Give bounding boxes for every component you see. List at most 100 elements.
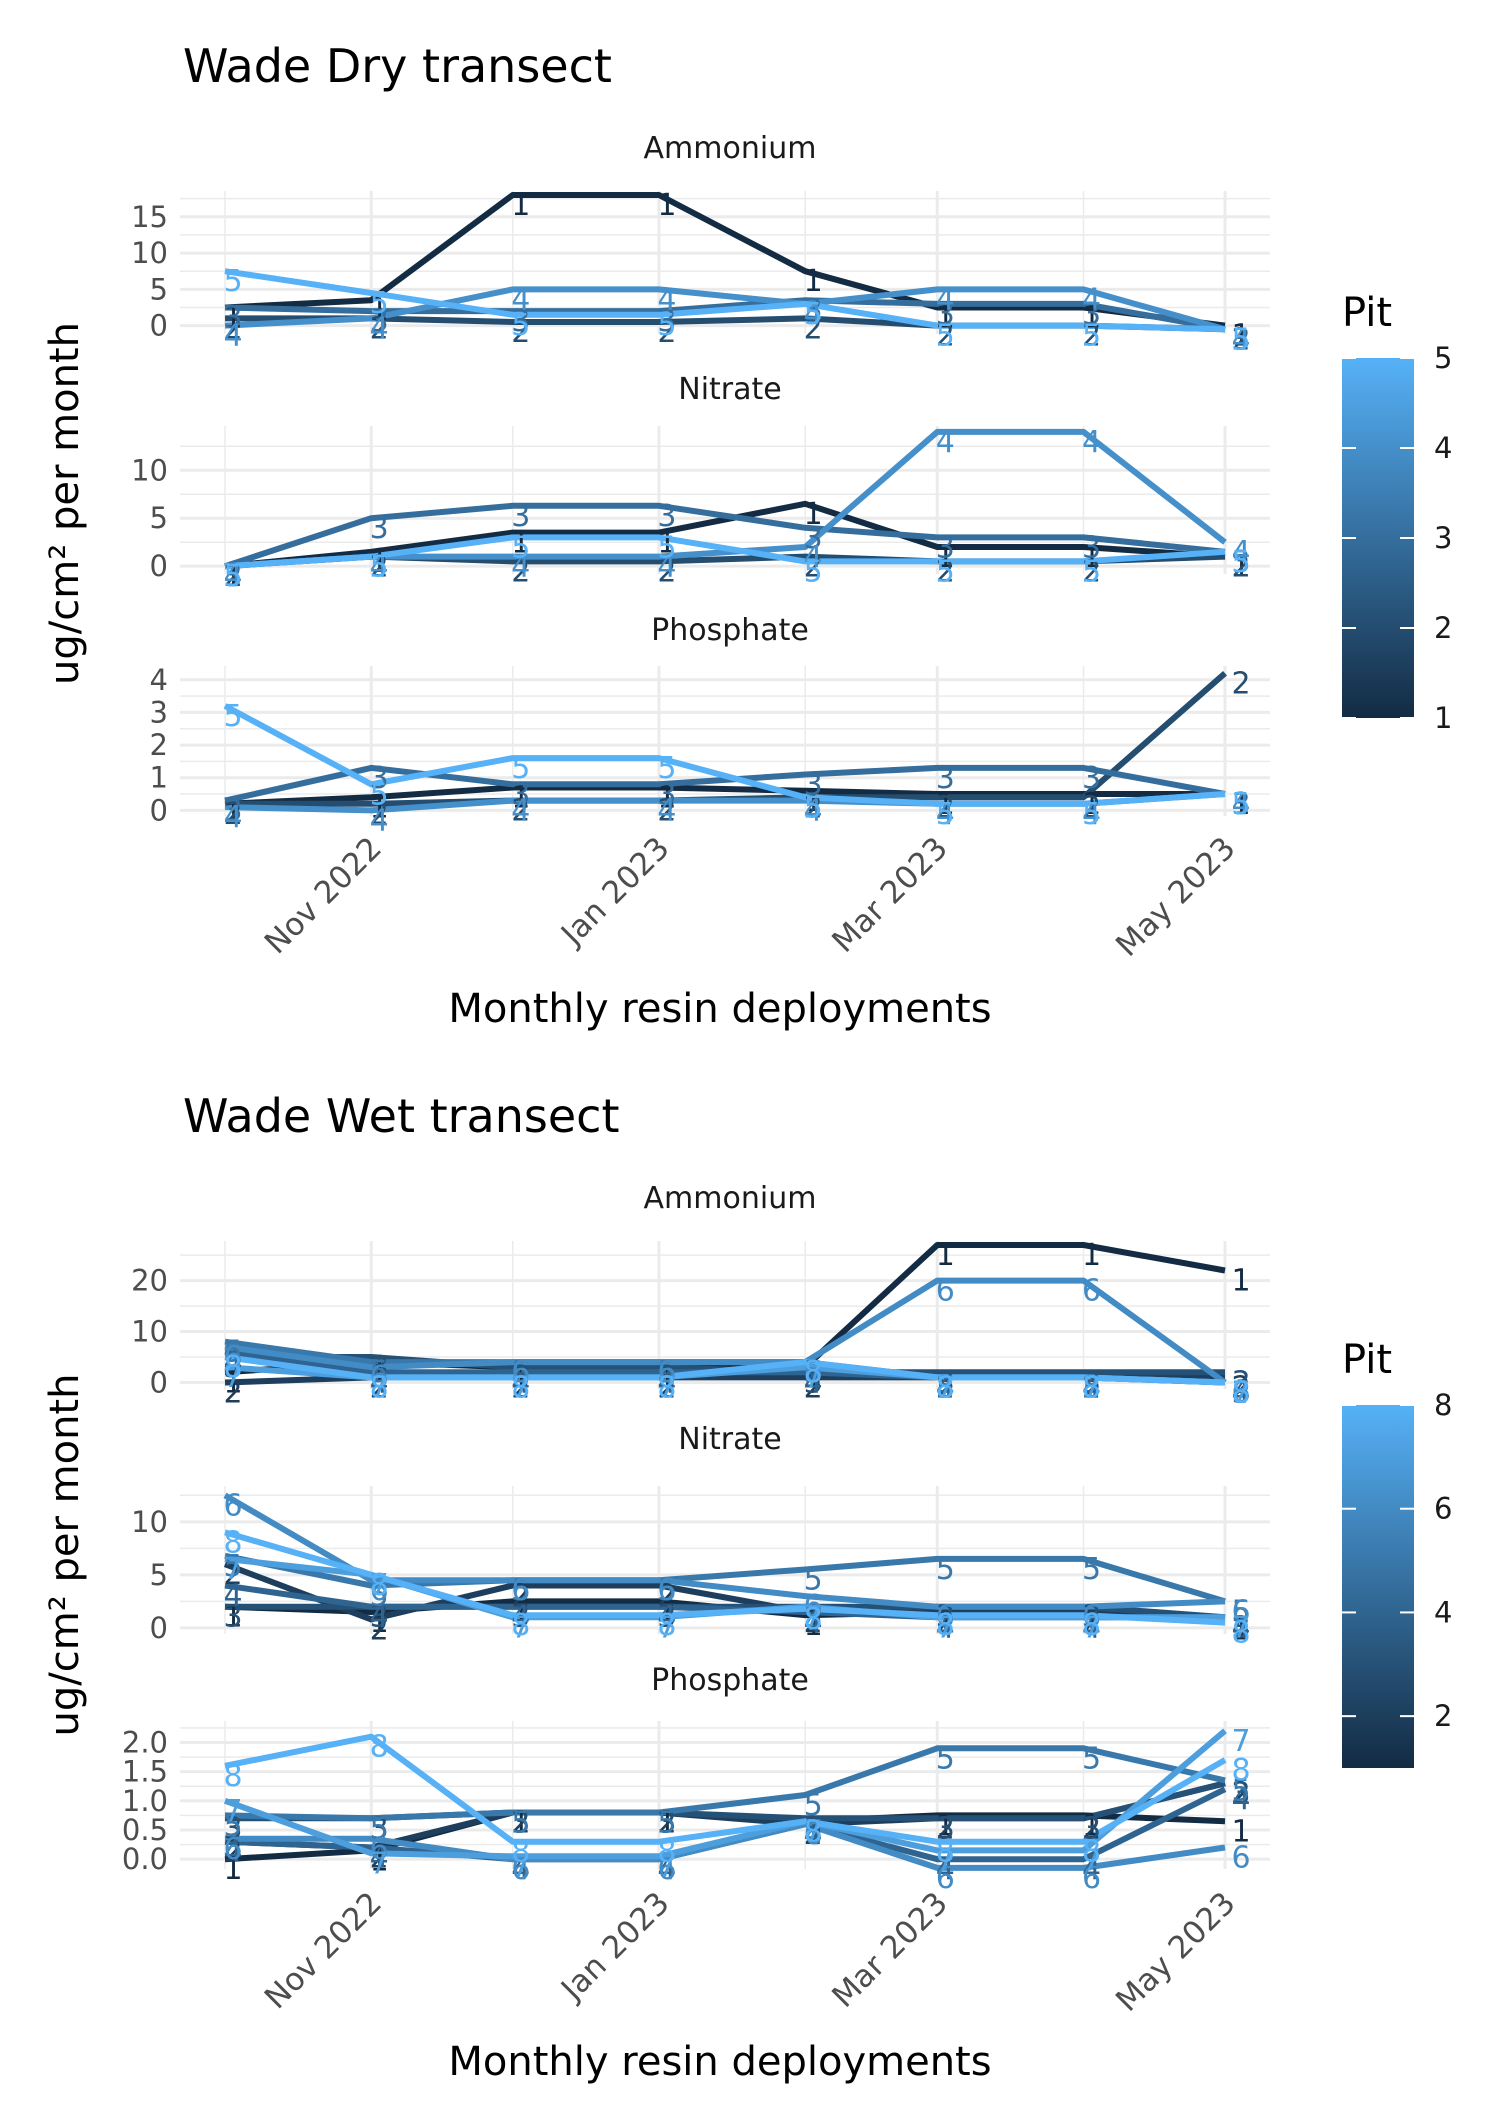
- data-label: 3: [804, 1811, 823, 1846]
- series-line-pit-8: [224, 1529, 1226, 1626]
- data-label: 3: [370, 511, 389, 546]
- data-label: 1: [223, 301, 242, 336]
- legend: Pit 2 4 6 8: [1342, 1337, 1452, 1768]
- x-tick-label: Jan 2023: [553, 1885, 676, 2008]
- data-label: 5: [511, 751, 530, 786]
- data-label: 1: [804, 497, 823, 532]
- data-label: 3: [223, 1600, 242, 1635]
- data-label: 4: [657, 282, 676, 317]
- data-label: 3: [1082, 1365, 1101, 1400]
- data-label: 3: [657, 777, 676, 812]
- data-label: 5: [1231, 545, 1250, 580]
- data-label: 3: [936, 297, 955, 332]
- y-tick-label: 3: [150, 695, 168, 729]
- data-label: 7: [1082, 1370, 1101, 1405]
- data-label: 3: [1231, 322, 1250, 357]
- data-label: 5: [1082, 319, 1101, 354]
- data-label: 1: [804, 1814, 823, 1849]
- data-label: 2: [936, 319, 955, 354]
- data-label: 8: [370, 1730, 389, 1765]
- data-label: 2: [1231, 550, 1250, 585]
- series-line-pit-2: [223, 1561, 1226, 1623]
- data-label: 4: [657, 1852, 676, 1887]
- y-tick-label: 10: [131, 236, 168, 270]
- data-label: 3: [370, 1600, 389, 1635]
- data-label: 1: [936, 540, 955, 575]
- data-label: 8: [1231, 1375, 1250, 1410]
- legend-tick-label: 2: [1434, 611, 1452, 645]
- data-label: 6: [804, 1355, 823, 1390]
- data-label: 5: [370, 550, 389, 585]
- data-label: 1: [804, 1608, 823, 1643]
- data-label: 4: [370, 1600, 389, 1635]
- data-label: 4: [936, 1610, 955, 1645]
- data-label: 3: [804, 293, 823, 328]
- data-label: 6: [223, 1832, 242, 1867]
- series-line-pit-6: [224, 1277, 1227, 1385]
- data-label: 5: [1231, 322, 1250, 357]
- data-label: 2: [511, 1806, 530, 1841]
- x-tick-label: Mar 2023: [825, 830, 955, 960]
- data-label: 7: [657, 1849, 676, 1884]
- data-label: 7: [1231, 1724, 1250, 1759]
- data-label: 4: [511, 1600, 530, 1635]
- data-label: 2: [936, 1605, 955, 1640]
- y-tick-label: 10: [131, 453, 168, 487]
- data-label: 1: [657, 526, 676, 561]
- data-label: 2: [657, 1370, 676, 1405]
- data-label: 1: [223, 797, 242, 832]
- y-tick-label: 15: [131, 200, 168, 234]
- x-tick-label: Jan 2023: [553, 830, 676, 953]
- data-label: 2: [223, 1835, 242, 1870]
- data-label: 7: [1082, 1610, 1101, 1645]
- data-label: 7: [804, 1600, 823, 1635]
- data-label: 1: [370, 790, 389, 825]
- data-label: 5: [657, 751, 676, 786]
- data-label: 2: [657, 554, 676, 589]
- data-label: 6: [936, 1861, 955, 1896]
- data-label: 6: [1231, 1375, 1250, 1410]
- data-label: 2: [936, 790, 955, 825]
- data-label: 2: [804, 550, 823, 585]
- series-line-pit-7: [223, 1728, 1227, 1860]
- data-label: 5: [370, 286, 389, 321]
- data-label: 4: [511, 1852, 530, 1887]
- data-label: 5: [370, 1811, 389, 1846]
- data-label: 6: [936, 1600, 955, 1635]
- data-label: 3: [804, 521, 823, 556]
- y-tick-label: 1.5: [122, 1755, 168, 1789]
- data-label: 1: [936, 1238, 955, 1273]
- data-label: 5: [1231, 1594, 1250, 1629]
- data-label: 5: [223, 1335, 242, 1370]
- data-label: 1: [936, 1808, 955, 1843]
- data-label: 4: [1082, 1370, 1101, 1405]
- data-label: 8: [936, 1608, 955, 1643]
- data-label: 1: [1082, 1238, 1101, 1273]
- y-tick-label: 20: [131, 1264, 168, 1298]
- data-label: 7: [804, 1360, 823, 1395]
- data-label: 7: [511, 1849, 530, 1884]
- data-label: 3: [1082, 530, 1101, 565]
- data-label: 4: [936, 1370, 955, 1405]
- data-label: 5: [1231, 787, 1250, 822]
- data-label: 1: [370, 1605, 389, 1640]
- data-label: 4: [936, 797, 955, 832]
- data-label: 7: [511, 1370, 530, 1405]
- y-tick-label: 10: [131, 1505, 168, 1539]
- data-label: 5: [370, 1355, 389, 1390]
- data-label: 5: [223, 699, 242, 734]
- data-label: 8: [511, 1835, 530, 1870]
- series-line-pit-8: [224, 1354, 1226, 1386]
- legend-tick-label: 6: [1434, 1492, 1452, 1526]
- data-label: 3: [657, 1600, 676, 1635]
- data-label: 5: [804, 1788, 823, 1823]
- data-label: 4: [223, 1345, 242, 1380]
- data-label: 1: [1231, 787, 1250, 822]
- data-label: 1: [223, 559, 242, 594]
- legend-title: Pit: [1342, 1337, 1392, 1383]
- data-label: 6: [657, 1573, 676, 1608]
